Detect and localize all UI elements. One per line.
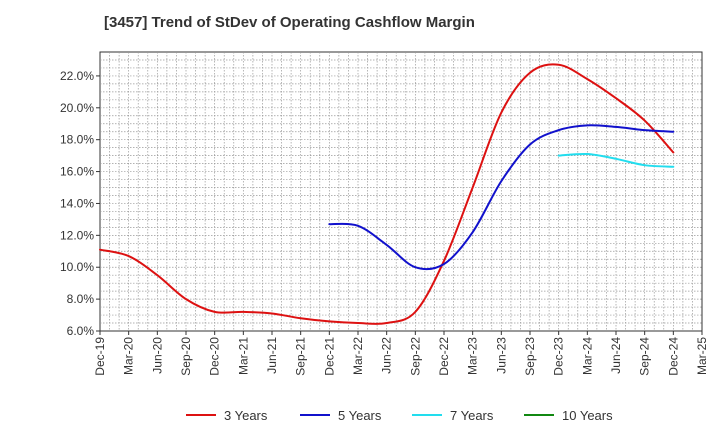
y-tick-label: 6.0% [67, 324, 95, 338]
x-tick-label: Jun-23 [494, 337, 508, 374]
x-tick-label: Dec-22 [437, 337, 451, 376]
x-tick-label: Dec-24 [666, 337, 680, 376]
y-tick-label: 18.0% [60, 133, 94, 147]
legend-item-10-years: 10 Years [524, 408, 613, 423]
x-tick-label: Mar-21 [236, 337, 250, 375]
legend-item-5-years: 5 Years [300, 408, 382, 423]
x-tick-label: Sep-22 [408, 337, 422, 376]
legend-label-7-years: 7 Years [450, 408, 494, 423]
legend-layer: 3 Years 5 Years 7 Years 10 Years [186, 408, 613, 423]
x-tick-label: Dec-21 [322, 337, 336, 376]
x-tick-label: Jun-20 [150, 337, 164, 374]
legend-label-5-years: 5 Years [338, 408, 382, 423]
x-tick-label: Mar-25 [695, 337, 709, 375]
series-line-7-years [557, 152, 675, 168]
x-tick-label: Sep-23 [523, 337, 537, 376]
grid-layer [99, 51, 703, 332]
x-tick-label: Mar-22 [351, 337, 365, 375]
axis-layer: 6.0% 8.0% 10.0% 12.0% 14.0% 16.0% 18.0% 20.0% 22… [60, 69, 709, 376]
y-tick-label: 12.0% [60, 228, 94, 242]
x-tick-label: Dec-20 [208, 337, 222, 376]
series-line-3-years [99, 63, 675, 325]
x-tick-label: Jun-22 [380, 337, 394, 374]
y-tick-label: 16.0% [60, 165, 94, 179]
series-layer [99, 63, 675, 325]
series-line-5-years [328, 124, 675, 271]
x-tick-label: Dec-23 [552, 337, 566, 376]
y-tick-label: 8.0% [67, 292, 95, 306]
y-tick-label: 22.0% [60, 69, 94, 83]
y-tick-label: 10.0% [60, 260, 94, 274]
y-tick-label: 20.0% [60, 101, 94, 115]
legend-label-10-years: 10 Years [562, 408, 613, 423]
legend-label-3-years: 3 Years [224, 408, 268, 423]
x-tick-label: Sep-20 [179, 337, 193, 376]
legend-item-7-years: 7 Years [412, 408, 494, 423]
x-tick-label: Sep-24 [638, 337, 652, 376]
x-tick-label: Jun-21 [265, 337, 279, 374]
x-tick-label: Mar-20 [122, 337, 136, 375]
x-tick-label: Mar-23 [466, 337, 480, 375]
x-tick-label: Jun-24 [609, 337, 623, 374]
chart-title: [3457] Trend of StDev of Operating Cashf… [104, 14, 475, 31]
plot-area [99, 51, 703, 332]
x-tick-label: Mar-24 [580, 337, 594, 375]
x-tick-label: Sep-21 [294, 337, 308, 376]
y-tick-label: 14.0% [60, 196, 94, 210]
x-tick-label: Dec-19 [93, 337, 107, 376]
legend-item-3-years: 3 Years [186, 408, 268, 423]
